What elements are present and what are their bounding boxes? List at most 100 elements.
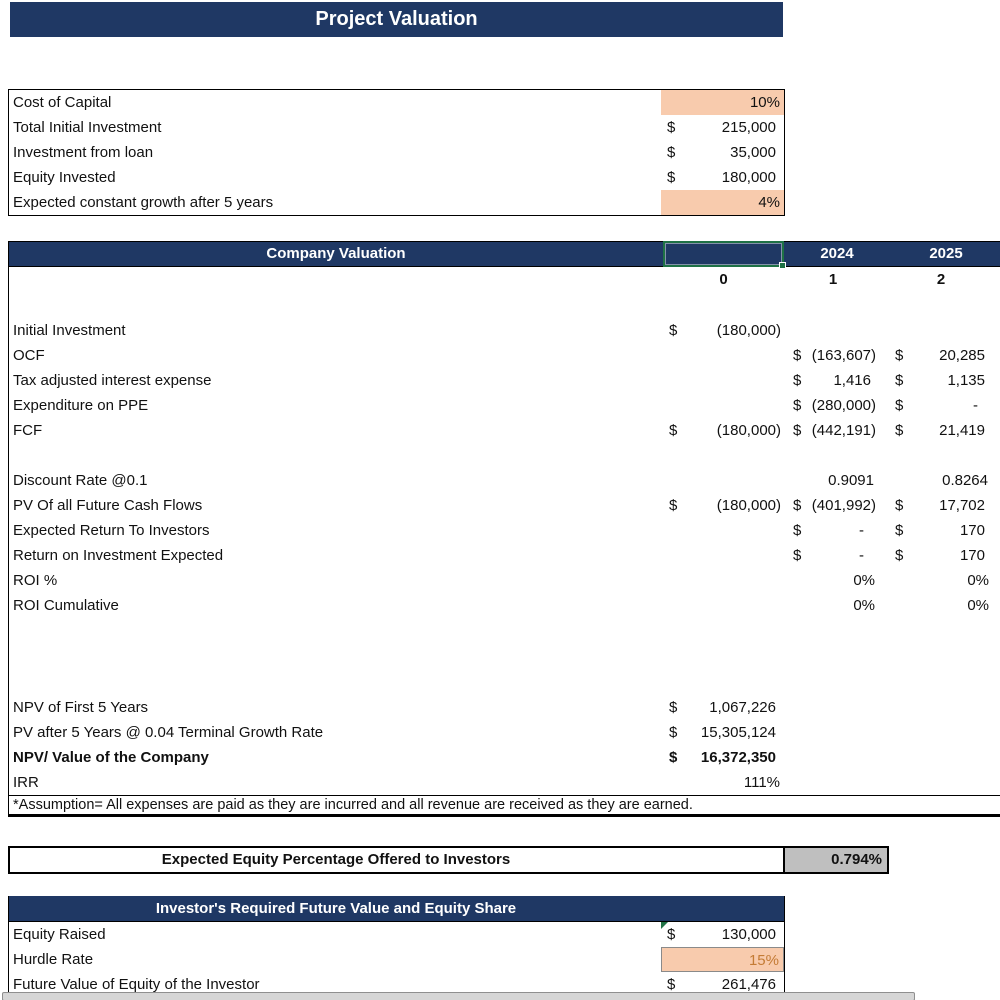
cell-value: 21,419 xyxy=(939,422,985,439)
currency-symbol: $ xyxy=(895,422,904,439)
row-label: Expenditure on PPE xyxy=(13,397,149,414)
currency-symbol: $ xyxy=(669,322,678,339)
cell-value: 15,305,124 xyxy=(700,724,776,741)
cell-value: 0.8264 xyxy=(942,472,988,489)
table-row: Tax adjusted interest expense $1,416 $1,… xyxy=(9,368,1000,393)
row-label: Cost of Capital xyxy=(13,94,112,111)
input-cell-hurdle-rate[interactable]: 15% xyxy=(661,947,784,972)
row-label: ROI % xyxy=(13,572,58,589)
cell-value: 170 xyxy=(959,522,985,539)
cell-value: (163,607) xyxy=(811,347,876,364)
investor-table: Investor's Required Future Value and Equ… xyxy=(8,896,785,997)
row-label: Equity Invested xyxy=(13,169,116,186)
cell-value: (180,000) xyxy=(716,422,781,439)
row-label: OCF xyxy=(13,347,45,364)
table-row: Expected constant growth after 5 years 4… xyxy=(9,190,784,215)
table-row: NPV of First 5 Years $1,067,226 xyxy=(9,695,1000,720)
table-row: Hurdle Rate 15% xyxy=(9,947,784,972)
cell-value: (180,000) xyxy=(716,497,781,514)
row-label: Equity Raised xyxy=(13,926,106,943)
company-valuation-header: Company Valuation 2024 2025 xyxy=(9,241,1000,269)
currency-symbol: $ xyxy=(667,119,676,136)
cell-value: 17,702 xyxy=(939,497,985,514)
output-cell-equity-offer[interactable]: 0.794% xyxy=(783,848,887,872)
table-row: ROI Cumulative 0% 0% xyxy=(9,593,1000,618)
cell-value: 10% xyxy=(749,94,780,111)
table-row: IRR 111% xyxy=(9,770,1000,795)
table-row: Expenditure on PPE $ (280,000) $ - xyxy=(9,393,1000,418)
section-title: Company Valuation xyxy=(266,245,406,262)
table-row: Return on Investment Expected $ - $170 xyxy=(9,543,1000,568)
cell-value: - xyxy=(859,547,864,564)
currency-symbol: $ xyxy=(669,724,678,741)
period-2: 2 xyxy=(936,271,946,288)
cell-value: 0% xyxy=(967,572,989,589)
cell-value: 1,135 xyxy=(947,372,985,389)
equity-offer-bar: Expected Equity Percentage Offered to In… xyxy=(8,846,889,874)
spreadsheet-cell: $ 215,000 xyxy=(661,115,784,140)
currency-symbol: $ xyxy=(669,699,678,716)
row-label: Tax adjusted interest expense xyxy=(13,372,212,389)
row-label: Discount Rate @0.1 xyxy=(13,472,148,489)
currency-symbol: $ xyxy=(793,547,802,564)
cell-value: 0% xyxy=(853,597,875,614)
spreadsheet-cell: $ 35,000 xyxy=(661,140,784,165)
row-label: FCF xyxy=(13,422,43,439)
horizontal-scrollbar[interactable] xyxy=(2,992,915,1000)
cell-value: 0% xyxy=(967,597,989,614)
cell-value: 111% xyxy=(743,774,780,791)
page-title: Project Valuation xyxy=(10,2,783,37)
table-row: OCF $ (163,607) $20,285 xyxy=(9,343,1000,368)
table-row: Equity Raised $ 130,000 xyxy=(9,922,784,947)
table-row: Total Initial Investment $ 215,000 xyxy=(9,115,784,140)
year-header-2024: 2024 xyxy=(820,245,854,262)
cell-value: (401,992) xyxy=(811,497,876,514)
row-label: Expected Return To Investors xyxy=(13,522,210,539)
cell-value: 15% xyxy=(748,952,779,969)
table-row-npv-total: NPV/ Value of the Company $16,372,350 xyxy=(9,745,1000,770)
currency-symbol: $ xyxy=(793,497,802,514)
currency-symbol: $ xyxy=(667,144,676,161)
cell-value: 4% xyxy=(758,194,780,211)
row-label: PV after 5 Years @ 0.04 Terminal Growth … xyxy=(13,724,324,741)
cell-value: - xyxy=(859,522,864,539)
table-row: PV after 5 Years @ 0.04 Terminal Growth … xyxy=(9,720,1000,745)
cell-value: 130,000 xyxy=(721,926,776,943)
cell-value: 215,000 xyxy=(721,119,776,136)
row-label: Future Value of Equity of the Investor xyxy=(13,976,260,993)
input-cell-growth-rate[interactable]: 4% xyxy=(661,190,784,215)
error-indicator-icon xyxy=(661,922,668,929)
row-label: NPV of First 5 Years xyxy=(13,699,149,716)
currency-symbol: $ xyxy=(895,347,904,364)
cell-value: 1,416 xyxy=(833,372,871,389)
currency-symbol: $ xyxy=(793,522,802,539)
cell-value: 0.9091 xyxy=(828,472,874,489)
selected-cell[interactable] xyxy=(663,241,786,269)
cell-value: 20,285 xyxy=(939,347,985,364)
table-row: Equity Invested $ 180,000 xyxy=(9,165,784,190)
currency-symbol: $ xyxy=(895,522,904,539)
cell-value: (442,191) xyxy=(811,422,876,439)
currency-symbol: $ xyxy=(793,422,802,439)
cell-value: 35,000 xyxy=(730,144,776,161)
cell-value: 261,476 xyxy=(721,976,776,993)
row-label: ROI Cumulative xyxy=(13,597,119,614)
period-1: 1 xyxy=(828,271,838,288)
spreadsheet-cell: $ 261,476 xyxy=(661,972,784,997)
currency-symbol: $ xyxy=(895,497,904,514)
currency-symbol: $ xyxy=(895,372,904,389)
currency-symbol: $ xyxy=(669,422,678,439)
row-label: Expected constant growth after 5 years xyxy=(13,194,274,211)
currency-symbol: $ xyxy=(793,397,802,414)
section-title: Investor's Required Future Value and Equ… xyxy=(155,900,517,917)
table-row: ROI % 0% 0% xyxy=(9,568,1000,593)
cell-value: 0% xyxy=(853,572,875,589)
currency-symbol: $ xyxy=(895,397,904,414)
row-label: PV Of all Future Cash Flows xyxy=(13,497,203,514)
fill-handle[interactable] xyxy=(779,262,786,269)
cell-value: (180,000) xyxy=(716,322,781,339)
currency-symbol: $ xyxy=(667,926,676,943)
period-number-row: 0 1 2 xyxy=(9,267,1000,293)
currency-symbol: $ xyxy=(793,347,802,364)
input-cell-cost-of-capital[interactable]: 10% xyxy=(661,90,784,115)
